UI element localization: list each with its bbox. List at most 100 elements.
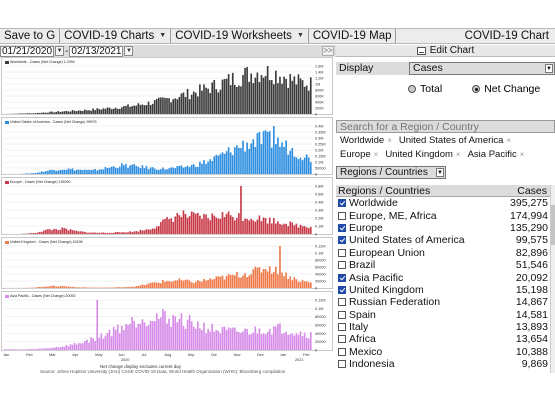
table-row[interactable]: Indonesia 9,869 (336, 358, 550, 370)
calendar-dropdown-icon[interactable]: ▼ (124, 46, 134, 56)
chart-bar (240, 186, 242, 234)
covid-map-button[interactable]: COVID-19 Map (309, 29, 397, 43)
calendar-dropdown-icon[interactable]: ▼ (55, 46, 65, 56)
remove-icon[interactable]: × (519, 150, 525, 159)
chart-bar (32, 348, 35, 350)
covid-worksheets-menu[interactable]: COVID-19 Worksheets ▼ (171, 29, 309, 43)
selected-region-chip[interactable]: Worldwide × (340, 135, 392, 146)
table-row[interactable]: United States of America 99,575 (336, 234, 550, 246)
chart-bar (201, 218, 203, 234)
chart-bar (309, 332, 312, 350)
end-date-field[interactable]: 02/13/2021 (69, 45, 124, 57)
chart-panel-europe[interactable]: 0.8M 0.6M 0.4M 0.3M 0.2M 0.1M 0 Europe - Cases … (1, 177, 333, 236)
checkbox-checked-icon[interactable] (338, 273, 346, 282)
chart-bar (201, 281, 203, 288)
table-scrollbar[interactable] (550, 185, 555, 373)
checkbox-icon[interactable] (338, 335, 346, 344)
region-type-select[interactable]: Regions / Countries ▼ (336, 166, 446, 179)
table-row[interactable]: Worldwide 395,275 (336, 197, 550, 209)
table-row[interactable]: Africa 13,654 (336, 333, 550, 345)
chart-bar (40, 286, 43, 288)
start-date-field[interactable]: 01/21/2020 (0, 45, 55, 57)
chart-bar (36, 112, 39, 114)
table-row[interactable]: Russian Federation 14,867 (336, 296, 550, 308)
chart-bar (221, 326, 224, 350)
chart-bar (205, 163, 207, 174)
table-row[interactable]: Spain 14,581 (336, 309, 550, 321)
table-row[interactable]: Mexico 10,388 (336, 346, 550, 358)
checkbox-icon[interactable] (338, 347, 346, 356)
chart-bar (285, 223, 287, 234)
x-tick-label: Dec (256, 353, 264, 357)
legend-swatch (5, 294, 9, 298)
checkbox-icon[interactable] (338, 310, 346, 319)
chart-bar (164, 97, 166, 114)
chart-bar (147, 229, 150, 234)
chart-bar (266, 332, 269, 350)
table-row[interactable]: Brazil 51,546 (336, 259, 550, 271)
selected-region-chip[interactable]: Asia Pacific × (468, 149, 525, 160)
chart-bar (106, 332, 109, 350)
chart-bar (178, 97, 181, 114)
chart-bar (227, 327, 230, 350)
net-change-radio[interactable]: Net Change (472, 83, 540, 95)
remove-icon[interactable]: × (455, 150, 461, 159)
column-header-cases[interactable]: Cases (517, 185, 547, 197)
chart-bar (162, 279, 164, 288)
checkbox-checked-icon[interactable] (338, 223, 346, 232)
checkbox-checked-icon[interactable] (338, 285, 346, 294)
table-row[interactable]: United Kingdom 15,198 (336, 284, 550, 296)
remove-icon[interactable]: × (387, 136, 392, 145)
chart-bar (141, 104, 144, 114)
checkbox-icon[interactable] (338, 261, 346, 270)
save-to-button[interactable]: Save to G (0, 29, 61, 43)
checkbox-checked-icon[interactable] (338, 199, 346, 208)
chart-bar (209, 93, 211, 114)
selected-region-chip[interactable]: Europe × (340, 149, 378, 160)
y-tick-label: 0.2M (315, 217, 323, 221)
table-row[interactable]: Asia Pacific 20,092 (336, 271, 550, 284)
scrollbar-thumb[interactable] (551, 205, 555, 245)
collapse-panel-button[interactable]: >> (322, 46, 334, 56)
total-radio[interactable]: Total (408, 83, 442, 95)
chart-bar (277, 323, 279, 350)
chart-bar (275, 223, 277, 234)
checkbox-icon[interactable] (338, 360, 346, 369)
selected-region-chip[interactable]: United Kingdom × (385, 149, 460, 160)
chart-bar (26, 113, 29, 114)
checkbox-icon[interactable] (338, 298, 346, 307)
chart-bar (211, 213, 214, 234)
table-row[interactable]: European Union 82,896 (336, 247, 550, 259)
chart-bar (153, 282, 156, 288)
chart-bar (104, 232, 107, 234)
checkbox-icon[interactable] (338, 248, 346, 257)
chart-bar (221, 152, 224, 174)
chart-panel-usa[interactable]: 0.4M 0.35M 0.3M 0.25M 0.2M 0.15M 0.1M 50000 0 Uni… (1, 117, 333, 176)
chart-bar (114, 167, 117, 174)
chart-bar (166, 217, 168, 234)
checkbox-icon[interactable] (338, 211, 346, 220)
table-row[interactable]: Europe, ME, Africa 174,994 (336, 209, 550, 222)
chart-panel-asia-pacific[interactable]: 0.12M 0.1M 80000 60000 40000 20000 0 Asia Pacif… (1, 291, 333, 352)
y-tick-label: 600K (315, 95, 324, 99)
table-row[interactable]: Italy 13,893 (336, 321, 550, 333)
remove-icon[interactable]: × (373, 150, 379, 159)
chart-panel-worldwide[interactable]: 1.6M 1.4M 1.2M 1M 800K 600K 400K 200K 0 Worldwide… (1, 57, 333, 116)
remove-icon[interactable]: × (506, 136, 512, 145)
region-search-input[interactable] (336, 120, 555, 133)
y-tick-label: 0.1M (315, 307, 323, 311)
display-select[interactable]: Cases ▼ (409, 62, 555, 75)
covid-charts-menu[interactable]: COVID-19 Charts ▼ (60, 29, 172, 43)
column-header-region[interactable]: Regions / Countries (338, 185, 431, 197)
chart-bar (127, 104, 129, 114)
chevron-down-icon: ▼ (436, 168, 444, 177)
chart-bar (279, 246, 281, 288)
checkbox-checked-icon[interactable] (338, 236, 346, 245)
chart-panel-uk[interactable]: 0.12M 0.1M 80000 60000 40000 20000 0 United Kin… (1, 237, 333, 290)
selected-region-chip[interactable]: United States of America × (399, 135, 511, 146)
chart-bar (160, 97, 162, 114)
chart-bar (289, 221, 292, 234)
table-row[interactable]: Europe 135,290 (336, 222, 550, 234)
edit-chart-button[interactable]: Edit Chart (336, 45, 555, 57)
checkbox-icon[interactable] (338, 323, 346, 332)
